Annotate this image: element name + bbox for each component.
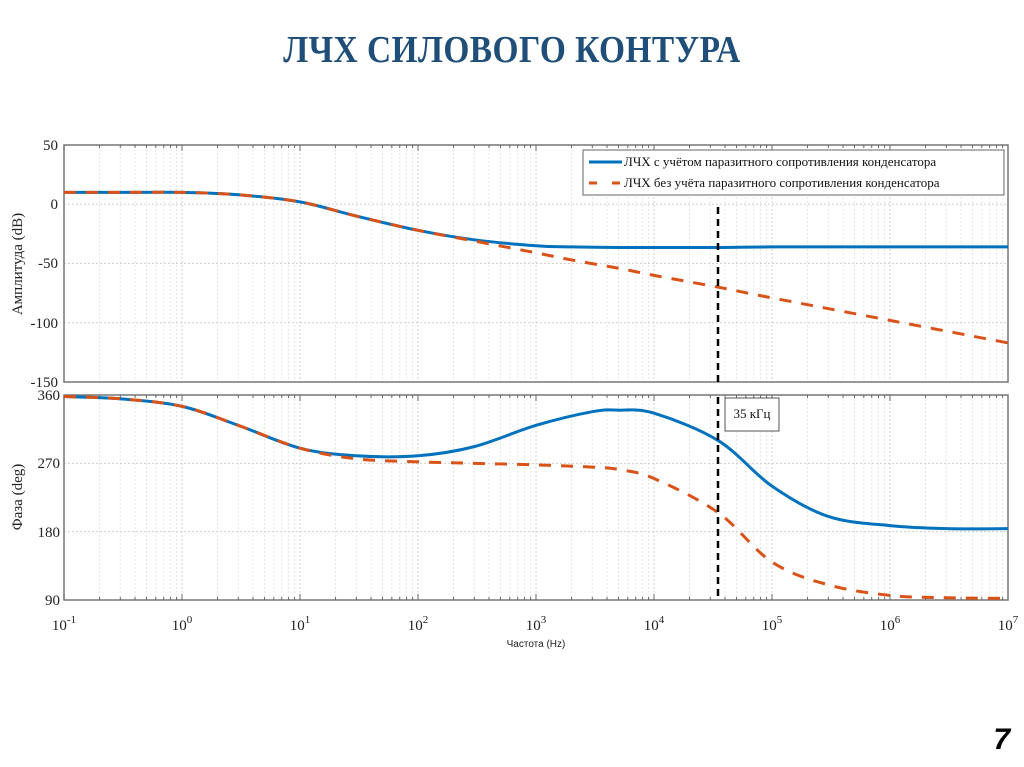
magnitude-grid xyxy=(63,145,1008,382)
magnitude-ylabel: Амплитуда (dB) xyxy=(10,213,26,315)
xtick-label: 106 xyxy=(880,614,901,634)
xtick-label: 103 xyxy=(526,614,547,634)
ytick-90: 90 xyxy=(45,593,60,609)
phase-ylabel: Фаза (deg) xyxy=(10,464,26,531)
page-number: 7 xyxy=(993,723,1010,756)
legend-item-1: ЛЧХ с учётом паразитного сопротивления к… xyxy=(624,154,936,169)
legend: ЛЧХ с учётом паразитного сопротивления к… xyxy=(582,149,1005,196)
magnitude-curve-without-esr xyxy=(64,190,1009,345)
curves xyxy=(63,190,1009,600)
ytick-0: 0 xyxy=(51,197,59,213)
ytick-270: 270 xyxy=(38,456,61,472)
annotation-35khz: 35 кГц xyxy=(724,397,780,432)
annotation-text: 35 кГц xyxy=(733,406,770,421)
magnitude-curve-with-esr xyxy=(64,190,1009,250)
xtick-label: 10-1 xyxy=(52,614,76,634)
phase-ytick-labels: 360 270 180 90 xyxy=(38,388,61,609)
axis-ticks xyxy=(63,145,1004,600)
xtick-labels: 10-1 100 101 102 103 104 105 106 107 xyxy=(52,614,1019,634)
frequency-xlabel: Частота (Hz) xyxy=(507,639,566,650)
ytick-minus100: -100 xyxy=(31,316,59,332)
ytick-50: 50 xyxy=(43,138,58,154)
xtick-label: 107 xyxy=(998,614,1019,634)
ytick-minus50: -50 xyxy=(38,256,58,272)
xtick-label: 102 xyxy=(408,614,429,634)
ytick-minus150: -150 xyxy=(31,375,59,391)
xtick-label: 104 xyxy=(644,614,665,634)
legend-item-2: ЛЧХ без учёта паразитного сопротивления … xyxy=(624,175,940,190)
ytick-360: 360 xyxy=(38,388,61,404)
slide-title: ЛЧХ СИЛОВОГО КОНТУРА xyxy=(283,29,741,71)
xtick-label: 100 xyxy=(172,614,193,634)
ytick-180: 180 xyxy=(38,525,61,541)
phase-curve-without-esr xyxy=(63,395,1009,600)
phase-grid xyxy=(63,395,1008,600)
xtick-label: 105 xyxy=(762,614,783,634)
xtick-label: 101 xyxy=(290,614,311,634)
magnitude-ytick-labels: 50 0 -50 -100 -150 xyxy=(31,138,59,391)
